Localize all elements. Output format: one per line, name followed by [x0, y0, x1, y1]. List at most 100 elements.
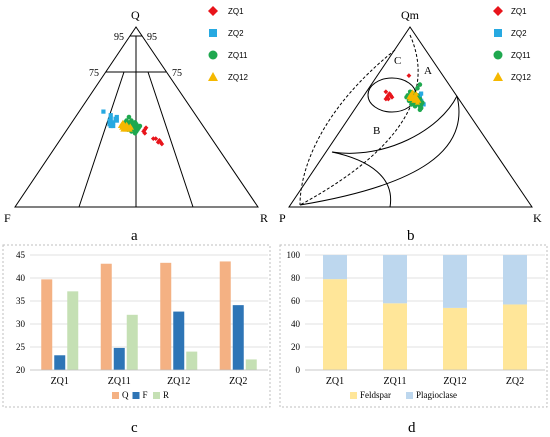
point-zq1-2: [142, 130, 148, 136]
bar-f-zq2: [232, 305, 244, 370]
field-c-dashed-1: [299, 34, 419, 206]
point-zq12-17: [120, 127, 126, 132]
legend-b-marker-zq1: [493, 6, 503, 16]
legend-b-label-zq11: ZQ11: [511, 51, 531, 60]
apex-label-k: K: [533, 211, 542, 225]
legend-a-marker-zq11: [208, 50, 218, 60]
point-zq11-23: [420, 100, 425, 105]
point-zq1-6: [383, 89, 389, 95]
legend-b: ZQ1 ZQ2 ZQ11 ZQ12: [493, 6, 532, 82]
panel-c-frame: [2, 244, 271, 408]
point-zq1-5: [157, 138, 162, 143]
ytick-label: 20: [16, 365, 26, 375]
ytick-label: 40: [16, 273, 26, 283]
point-zq11-22: [131, 129, 137, 134]
point-zq2-10: [113, 116, 118, 121]
ytick-label: 0: [296, 365, 301, 375]
ytick-label: 25: [16, 342, 26, 352]
apex-label-p: P: [279, 211, 286, 225]
legend-b-label-zq1: ZQ1: [511, 7, 527, 16]
legend-label-r: R: [163, 390, 169, 400]
point-zq11-24: [417, 107, 423, 113]
d-category-label: ZQ11: [384, 376, 407, 387]
point-zq11-20: [409, 102, 414, 107]
legend-b-marker-zq2: [494, 29, 502, 37]
legend-a-marker-zq1: [208, 6, 218, 16]
bar-plagioclase-zq2: [503, 255, 527, 305]
point-zq11-29: [126, 114, 132, 120]
point-zq12-13: [410, 89, 416, 94]
point-zq12-17: [416, 98, 422, 103]
chart-d-plot: 0 20 40 60 80 100 ZQ1 ZQ11 ZQ12 ZQ2 Feldspar Plagio…: [287, 250, 545, 400]
point-zq12-9: [122, 123, 128, 128]
legend-b-label-zq12: ZQ12: [511, 73, 532, 82]
panel-d-frame: [279, 244, 548, 408]
c-category-label: ZQ2: [229, 376, 247, 387]
legend-a-label-zq12: ZQ12: [228, 73, 249, 82]
point-zq11-15: [412, 103, 418, 109]
c-category-label: ZQ11: [108, 376, 131, 387]
ytick-label: 40: [291, 319, 301, 329]
point-zq2-11: [108, 113, 113, 118]
legend-b-label-zq2: ZQ2: [511, 29, 527, 38]
panel-label-d: d: [408, 420, 416, 436]
bar-f-zq1: [54, 355, 66, 370]
ternary-points-a: [101, 109, 165, 147]
bar-q-zq2: [219, 261, 231, 370]
legend-swatch-f: [132, 392, 140, 399]
bar-q-zq1: [41, 279, 53, 370]
panel-label-b: b: [407, 228, 415, 244]
guide-label-95-right: 95: [147, 32, 157, 43]
d-category-label: ZQ1: [326, 376, 344, 387]
legend-swatch-q: [112, 392, 119, 399]
point-zq12-15: [128, 125, 135, 130]
point-zq1-9: [150, 136, 156, 141]
field-label-c: C: [394, 55, 401, 67]
ytick-label: 35: [16, 296, 26, 306]
legend-a-label-zq11: ZQ11: [228, 51, 248, 60]
legend-b-marker-zq12: [493, 72, 503, 81]
c-category-label: ZQ1: [51, 376, 69, 387]
legend-label-q: Q: [122, 390, 129, 400]
guide-label-75-right: 75: [172, 68, 182, 79]
d-category-label: ZQ2: [506, 376, 524, 387]
point-zq1-3: [141, 129, 146, 134]
guide-line-left: [78, 71, 125, 208]
legend-label-f: F: [143, 390, 148, 400]
point-zq1-4: [388, 93, 394, 98]
bar-feldspar-zq11: [383, 303, 407, 370]
point-zq1-5: [385, 96, 391, 102]
legend-a-marker-zq12: [208, 72, 218, 81]
point-zq12-10: [413, 94, 419, 100]
ternary-points-b: [383, 73, 426, 113]
bar-plagioclase-zq1: [323, 255, 347, 280]
bar-q-zq11: [100, 263, 112, 370]
bar-r-zq1: [67, 291, 79, 370]
point-zq11-10: [129, 118, 134, 123]
point-zq12-15: [406, 94, 412, 100]
apex-label-qm: Qm: [401, 8, 420, 22]
bar-feldspar-zq12: [443, 307, 467, 370]
point-zq1-2: [383, 96, 389, 102]
point-zq1-0: [385, 93, 391, 98]
legend-swatch-r: [153, 392, 160, 399]
guide-label-95-left: 95: [114, 32, 124, 43]
point-zq12-16: [413, 91, 419, 96]
point-zq12-11: [410, 92, 416, 98]
legend-swatch-plagioclase: [406, 392, 413, 399]
ytick-label: 80: [291, 273, 301, 283]
c-category-label: ZQ12: [167, 376, 190, 387]
bar-plagioclase-zq12: [443, 255, 467, 308]
guide-line-right: [147, 71, 194, 208]
apex-label-f: F: [4, 211, 11, 225]
bar-feldspar-zq1: [323, 279, 347, 370]
panel-c-chart: 20 25 30 35 40 45 ZQ1 ZQ11 ZQ12 ZQ2 Q F R c: [2, 244, 271, 436]
point-zq11-19: [135, 127, 140, 132]
panel-d-chart: 0 20 40 60 80 100 ZQ1 ZQ11 ZQ12 ZQ2 Feldspar Plagio…: [279, 244, 548, 436]
d-category-label: ZQ12: [443, 376, 466, 387]
legend-a: ZQ1 ZQ2 ZQ11 ZQ12: [208, 6, 249, 82]
apex-label-q: Q: [131, 8, 140, 22]
apex-label-r: R: [260, 211, 268, 225]
ytick-label: 30: [16, 319, 26, 329]
